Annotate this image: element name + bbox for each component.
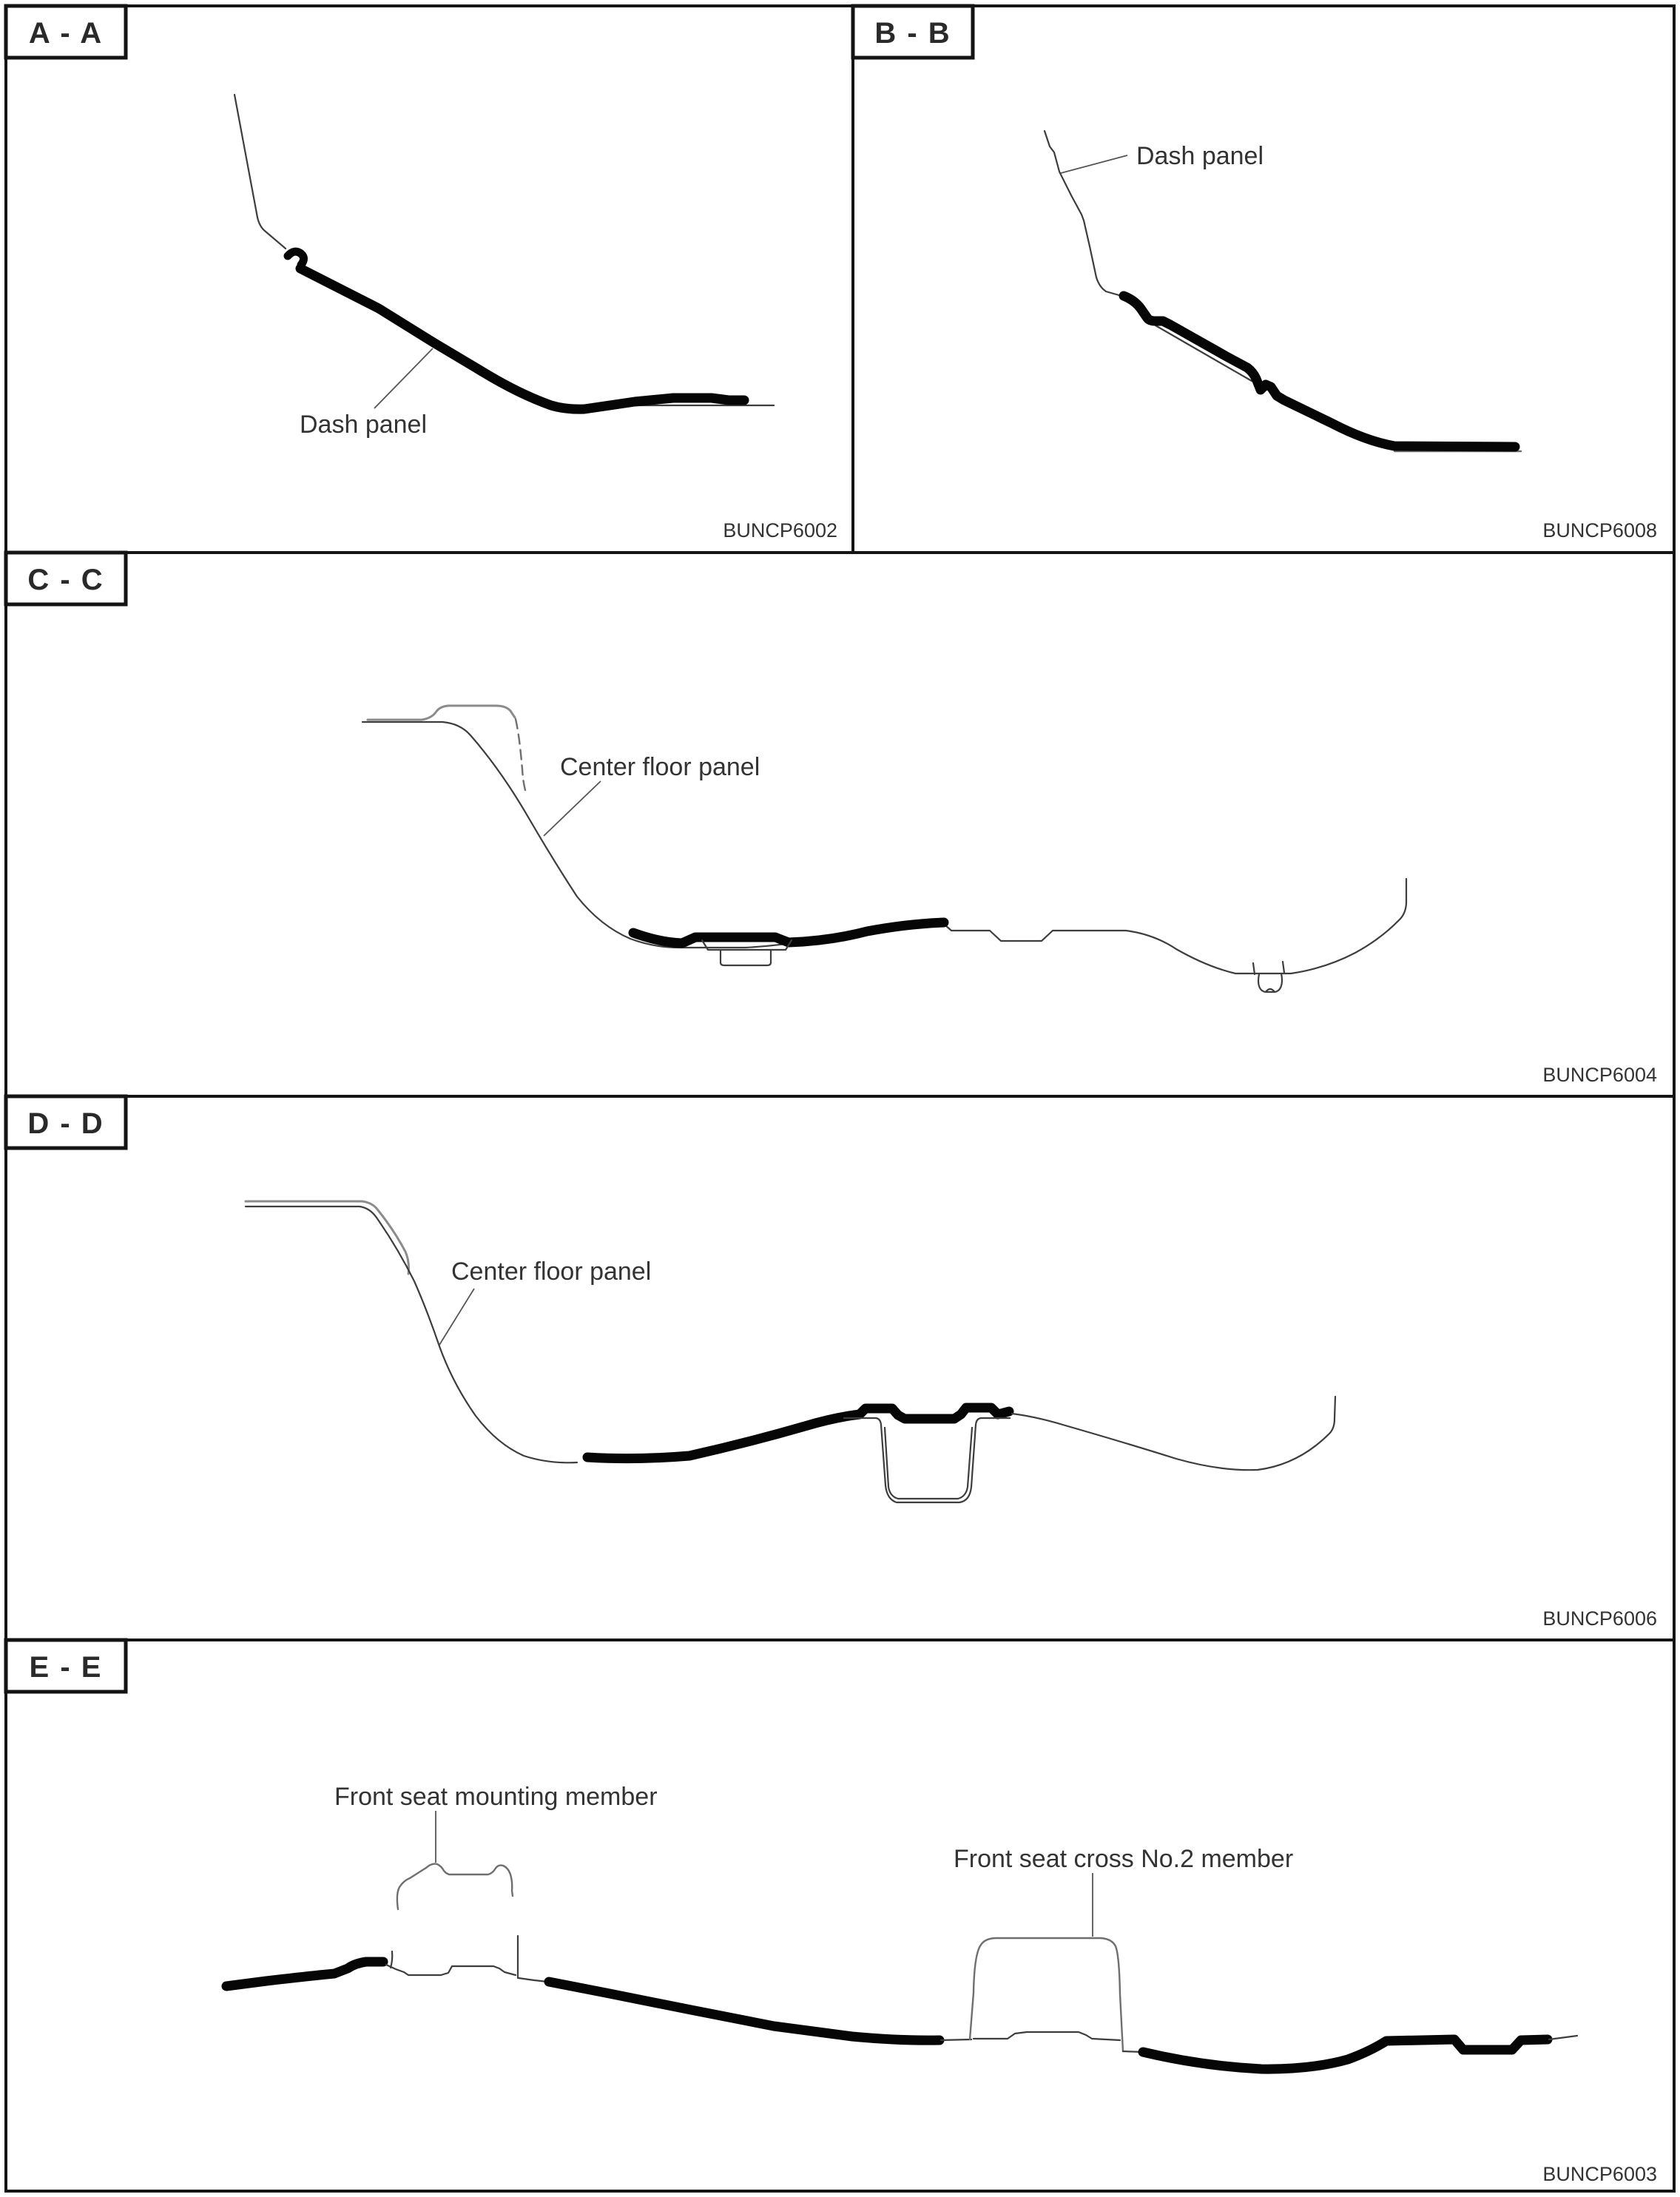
front-seat-cross-member-outline-ee <box>968 1937 1124 2053</box>
section-title-box-aa <box>4 4 128 60</box>
sealer-bead-right-ee <box>1138 2034 1553 2074</box>
floor-tunnel-inner-edge-dd <box>883 1426 974 1500</box>
section-e-e: E - E Front seat mounting member Front s… <box>4 1638 1657 2185</box>
sealer-bead-left-ee <box>221 1957 388 1991</box>
center-floor-panel-edge-cc <box>361 720 1408 975</box>
section-title-dd: D - D <box>27 1107 104 1140</box>
floor-clip-cc <box>1252 960 1286 993</box>
sealer-bead-start-aa <box>283 247 308 269</box>
center-floor-panel-right-edge-dd <box>1011 1395 1337 1471</box>
section-d-d: D - D Center floor panel BUNCP6006 <box>4 1094 1657 1630</box>
figure-code-bb: BUNCP6008 <box>1542 519 1657 541</box>
sealer-bead-dd <box>582 1403 1014 1464</box>
dash-panel-upper-edge-aa <box>233 93 287 250</box>
floor-edge-tail-ee <box>1548 2034 1579 2041</box>
sealer-bead-center-ee <box>544 1977 945 2045</box>
floor-bracket-cc <box>701 939 793 967</box>
cross-member-base-profile-ee <box>972 2031 1121 2042</box>
panel-hidden-edge-cc <box>514 718 528 797</box>
leader-line-center-floor-cc <box>543 780 601 837</box>
section-title-aa: A - A <box>29 17 103 50</box>
section-title-box-dd <box>4 1094 128 1150</box>
label-front-seat-cross-member: Front seat cross No.2 member <box>954 1845 1293 1873</box>
panel-borders <box>4 4 1676 2193</box>
sealer-bead-aa <box>295 263 749 414</box>
figure-code-dd: BUNCP6006 <box>1542 1607 1657 1630</box>
sealer-bead-cc <box>628 917 949 948</box>
section-c-c: C - C Center floor panel BUNCP6004 <box>4 550 1657 1086</box>
label-center-floor-panel-dd: Center floor panel <box>451 1258 651 1286</box>
panel-upper-echo-edge-dd <box>244 1200 410 1275</box>
seat-mount-base-profile-ee <box>385 1934 549 1983</box>
label-center-floor-panel-cc: Center floor panel <box>560 753 760 781</box>
section-title-cc: C - C <box>27 564 104 596</box>
figure-code-cc: BUNCP6004 <box>1542 1064 1657 1086</box>
figure-code-aa: BUNCP6002 <box>723 519 837 541</box>
section-title-bb: B - B <box>874 17 951 50</box>
leader-line-center-floor-dd <box>439 1288 475 1346</box>
front-seat-mounting-member-outline-ee <box>396 1863 514 1911</box>
section-b-b: B - B Dash panel BUNCP6008 <box>851 4 1657 541</box>
label-dash-panel-bb: Dash panel <box>1136 142 1264 170</box>
floor-tunnel-outline-dd <box>843 1417 1011 1504</box>
section-title-box-ee <box>4 1638 128 1694</box>
center-floor-panel-left-edge-dd <box>244 1205 578 1464</box>
leader-line-dash-panel-bb <box>1060 155 1128 174</box>
tunnel-side-upper-flange-cc <box>366 704 516 721</box>
section-title-box-bb <box>851 4 975 60</box>
floor-flange-tick-ee <box>389 1950 394 1969</box>
label-dash-panel-aa: Dash panel <box>300 411 427 439</box>
outer-border <box>4 4 1676 2193</box>
sealer-bead-bb <box>1119 291 1520 452</box>
label-front-seat-mounting-member: Front seat mounting member <box>334 1783 658 1811</box>
floor-edge-connector-left-ee <box>939 2038 973 2042</box>
section-a-a: A - A Dash panel BUNCP6002 <box>4 4 837 541</box>
section-title-box-cc <box>4 550 128 607</box>
leader-line-dash-panel-aa <box>374 348 434 409</box>
figure-code-ee: BUNCP6003 <box>1542 2163 1657 2185</box>
section-title-ee: E - E <box>30 1651 103 1684</box>
